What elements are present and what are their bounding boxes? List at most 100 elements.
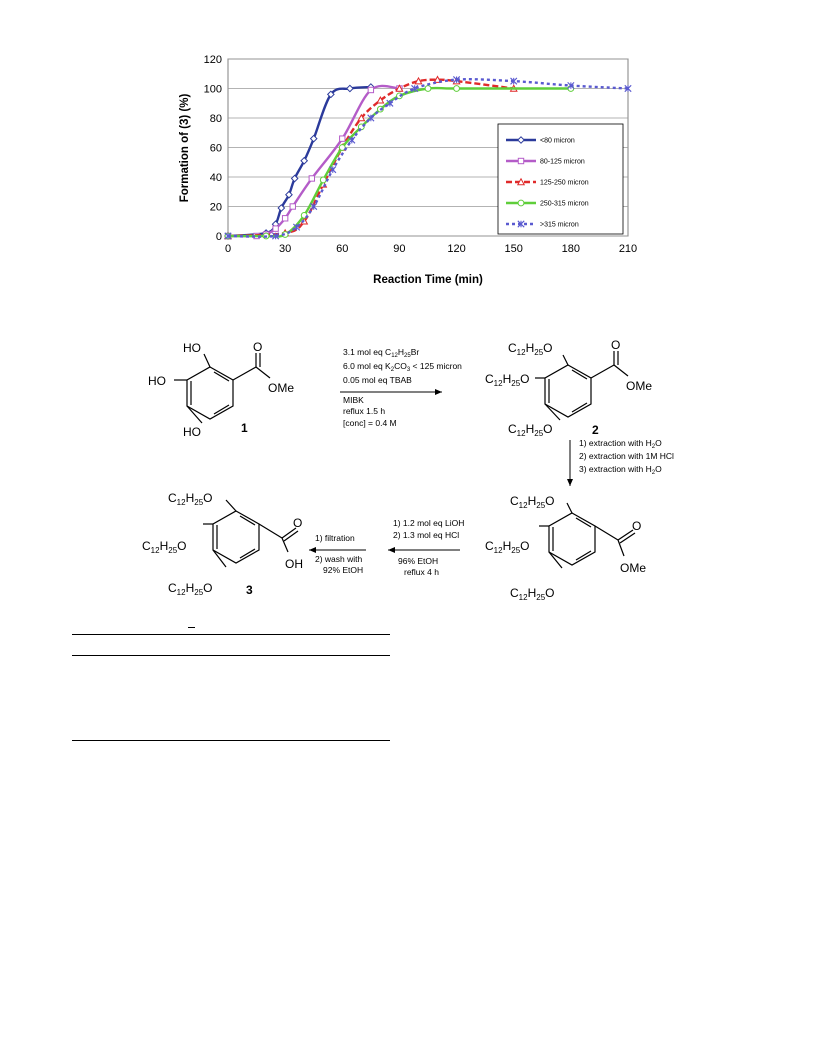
data-point — [308, 175, 316, 182]
x-tick-labels: 0 30 60 90 120 150 180 210 — [225, 243, 637, 255]
step-1: 3.1 mol eq C12H25Br 6.0 mol eq K2CO3 < 1… — [340, 347, 462, 428]
step-2: 1) extraction with H2O 2) extraction wit… — [567, 438, 674, 486]
step1-reagent-2: 6.0 mol eq K2CO3 < 125 micron — [343, 361, 462, 373]
data-point — [272, 232, 280, 240]
data-point — [367, 86, 375, 94]
x-tick-label: 120 — [447, 243, 465, 255]
compound-3: C12H25O C12H25O C12H25O O OH 3 — [142, 491, 303, 597]
legend-swatch-marker — [517, 220, 525, 228]
data-point — [300, 156, 309, 165]
compound-1: HO HO HO O OMe 1 — [148, 340, 294, 439]
y-tick-label: 40 — [210, 172, 222, 184]
data-point — [386, 99, 394, 107]
step-3: 1) 1.2 mol eq LiOH 2) 1.3 mol eq HCl 96%… — [388, 518, 464, 577]
data-point — [414, 76, 423, 85]
x-tick-label: 90 — [393, 243, 405, 255]
legend: <80 micron 80-125 micron 125-250 micron 250… — [497, 123, 624, 235]
step2-line-2: 2) extraction with 1M HCl — [579, 451, 674, 461]
methoxy-label-2: OMe — [626, 379, 652, 393]
hydroxyl-top: HO — [183, 341, 201, 355]
legend-label: 125-250 micron — [540, 180, 589, 187]
data-point — [289, 203, 296, 210]
x-axis-title: Reaction Time (min) — [373, 274, 483, 286]
data-point — [567, 81, 575, 90]
y-tick-label: 0 — [216, 231, 222, 243]
data-point — [285, 190, 293, 199]
legend-label: <80 micron — [540, 138, 575, 145]
step3-line-1: 1) 1.2 mol eq LiOH — [393, 518, 464, 528]
y-tick-label: 80 — [210, 113, 222, 125]
data-point — [290, 174, 299, 183]
data-point — [367, 114, 375, 122]
data-point — [624, 84, 632, 93]
y-tick-label: 20 — [210, 202, 222, 214]
legend-entry-3: 250-315 micron — [506, 199, 589, 208]
legend-entry-4: >315 micron — [506, 220, 579, 229]
series-layer — [223, 75, 632, 240]
data-point — [272, 225, 279, 232]
data-point — [326, 90, 335, 99]
chain-middle-int: C12H25O — [485, 539, 530, 555]
methoxy-label-int: OMe — [620, 561, 646, 575]
carbonyl-oxygen-2: O — [611, 338, 620, 352]
compound-label-3: 3 — [246, 583, 253, 597]
data-point — [310, 202, 318, 211]
formation-chart: 0 30 60 90 120 150 180 210 0 20 40 60 80 100 120 Reac… — [179, 54, 637, 286]
table-header-rule — [72, 655, 390, 656]
step4-line-1: 1) filtration — [315, 533, 355, 543]
step2-line-1: 1) extraction with H2O — [579, 438, 662, 450]
step3-line-3: 96% EtOH — [398, 556, 438, 566]
step1-reagent-1: 3.1 mol eq C12H25Br — [343, 347, 419, 359]
legend-swatch-marker — [517, 157, 525, 165]
chain-middle-2: C12H25O — [485, 372, 530, 388]
chain-top-2: C12H25O — [508, 341, 553, 357]
data-point — [309, 134, 318, 143]
table-bottom-rule — [72, 740, 390, 741]
hydroxyl-bottom: HO — [183, 425, 201, 439]
chain-middle-3: C12H25O — [142, 539, 187, 555]
x-tick-label: 30 — [279, 243, 291, 255]
step3-line-2: 2) 1.3 mol eq HCl — [393, 530, 459, 540]
table-top-rule — [72, 634, 390, 635]
data-point — [281, 215, 289, 222]
step-4: 1) filtration 2) wash with 92% EtOH — [309, 533, 366, 575]
compound-label-2: 2 — [592, 423, 599, 437]
step4-line-3: 92% EtOH — [323, 565, 363, 575]
compound-label-1: 1 — [241, 421, 248, 435]
step2-line-3: 3) extraction with H2O — [579, 464, 662, 476]
legend-entry-1: 80-125 micron — [506, 157, 585, 166]
acid-oh-label: OH — [285, 557, 303, 571]
x-tick-label: 150 — [505, 243, 523, 255]
legend-entry-0: <80 micron — [506, 136, 575, 145]
carbonyl-oxygen-int: O — [632, 519, 641, 533]
y-tick-labels: 0 20 40 60 80 100 120 — [204, 54, 222, 243]
data-point — [292, 223, 301, 231]
legend-swatch-marker — [517, 136, 525, 144]
step1-solvent: MIBK — [343, 395, 364, 405]
legend-label: 80-125 micron — [540, 159, 585, 166]
x-tick-label: 0 — [225, 243, 231, 255]
step1-reagent-3: 0.05 mol eq TBAB — [343, 375, 412, 385]
y-tick-label: 60 — [210, 143, 222, 155]
data-point — [510, 77, 518, 85]
data-point — [452, 76, 461, 84]
chain-top-int: C12H25O — [510, 494, 555, 510]
legend-label: 250-315 micron — [540, 201, 589, 208]
step3-line-4: reflux 4 h — [404, 567, 439, 577]
legend-label: >315 micron — [540, 222, 579, 229]
carbonyl-oxygen: O — [253, 340, 262, 354]
legend-box — [497, 123, 624, 235]
chain-bottom-2: C12H25O — [508, 422, 553, 438]
y-axis-title: Formation of (3) (%) — [179, 94, 191, 203]
y-tick-label: 120 — [204, 54, 222, 66]
data-point — [348, 136, 356, 144]
y-tick-label: 100 — [204, 84, 222, 96]
data-point — [339, 135, 346, 142]
legend-swatch-marker — [516, 177, 526, 186]
carbonyl-oxygen-3: O — [293, 516, 302, 530]
series-4 — [224, 76, 632, 240]
methoxy-label: OMe — [268, 381, 294, 395]
intermediate-compound: C12H25O C12H25O C12H25O O OMe — [485, 494, 646, 602]
table-header-mark — [188, 627, 195, 628]
legend-entry-2: 125-250 micron — [506, 177, 589, 187]
